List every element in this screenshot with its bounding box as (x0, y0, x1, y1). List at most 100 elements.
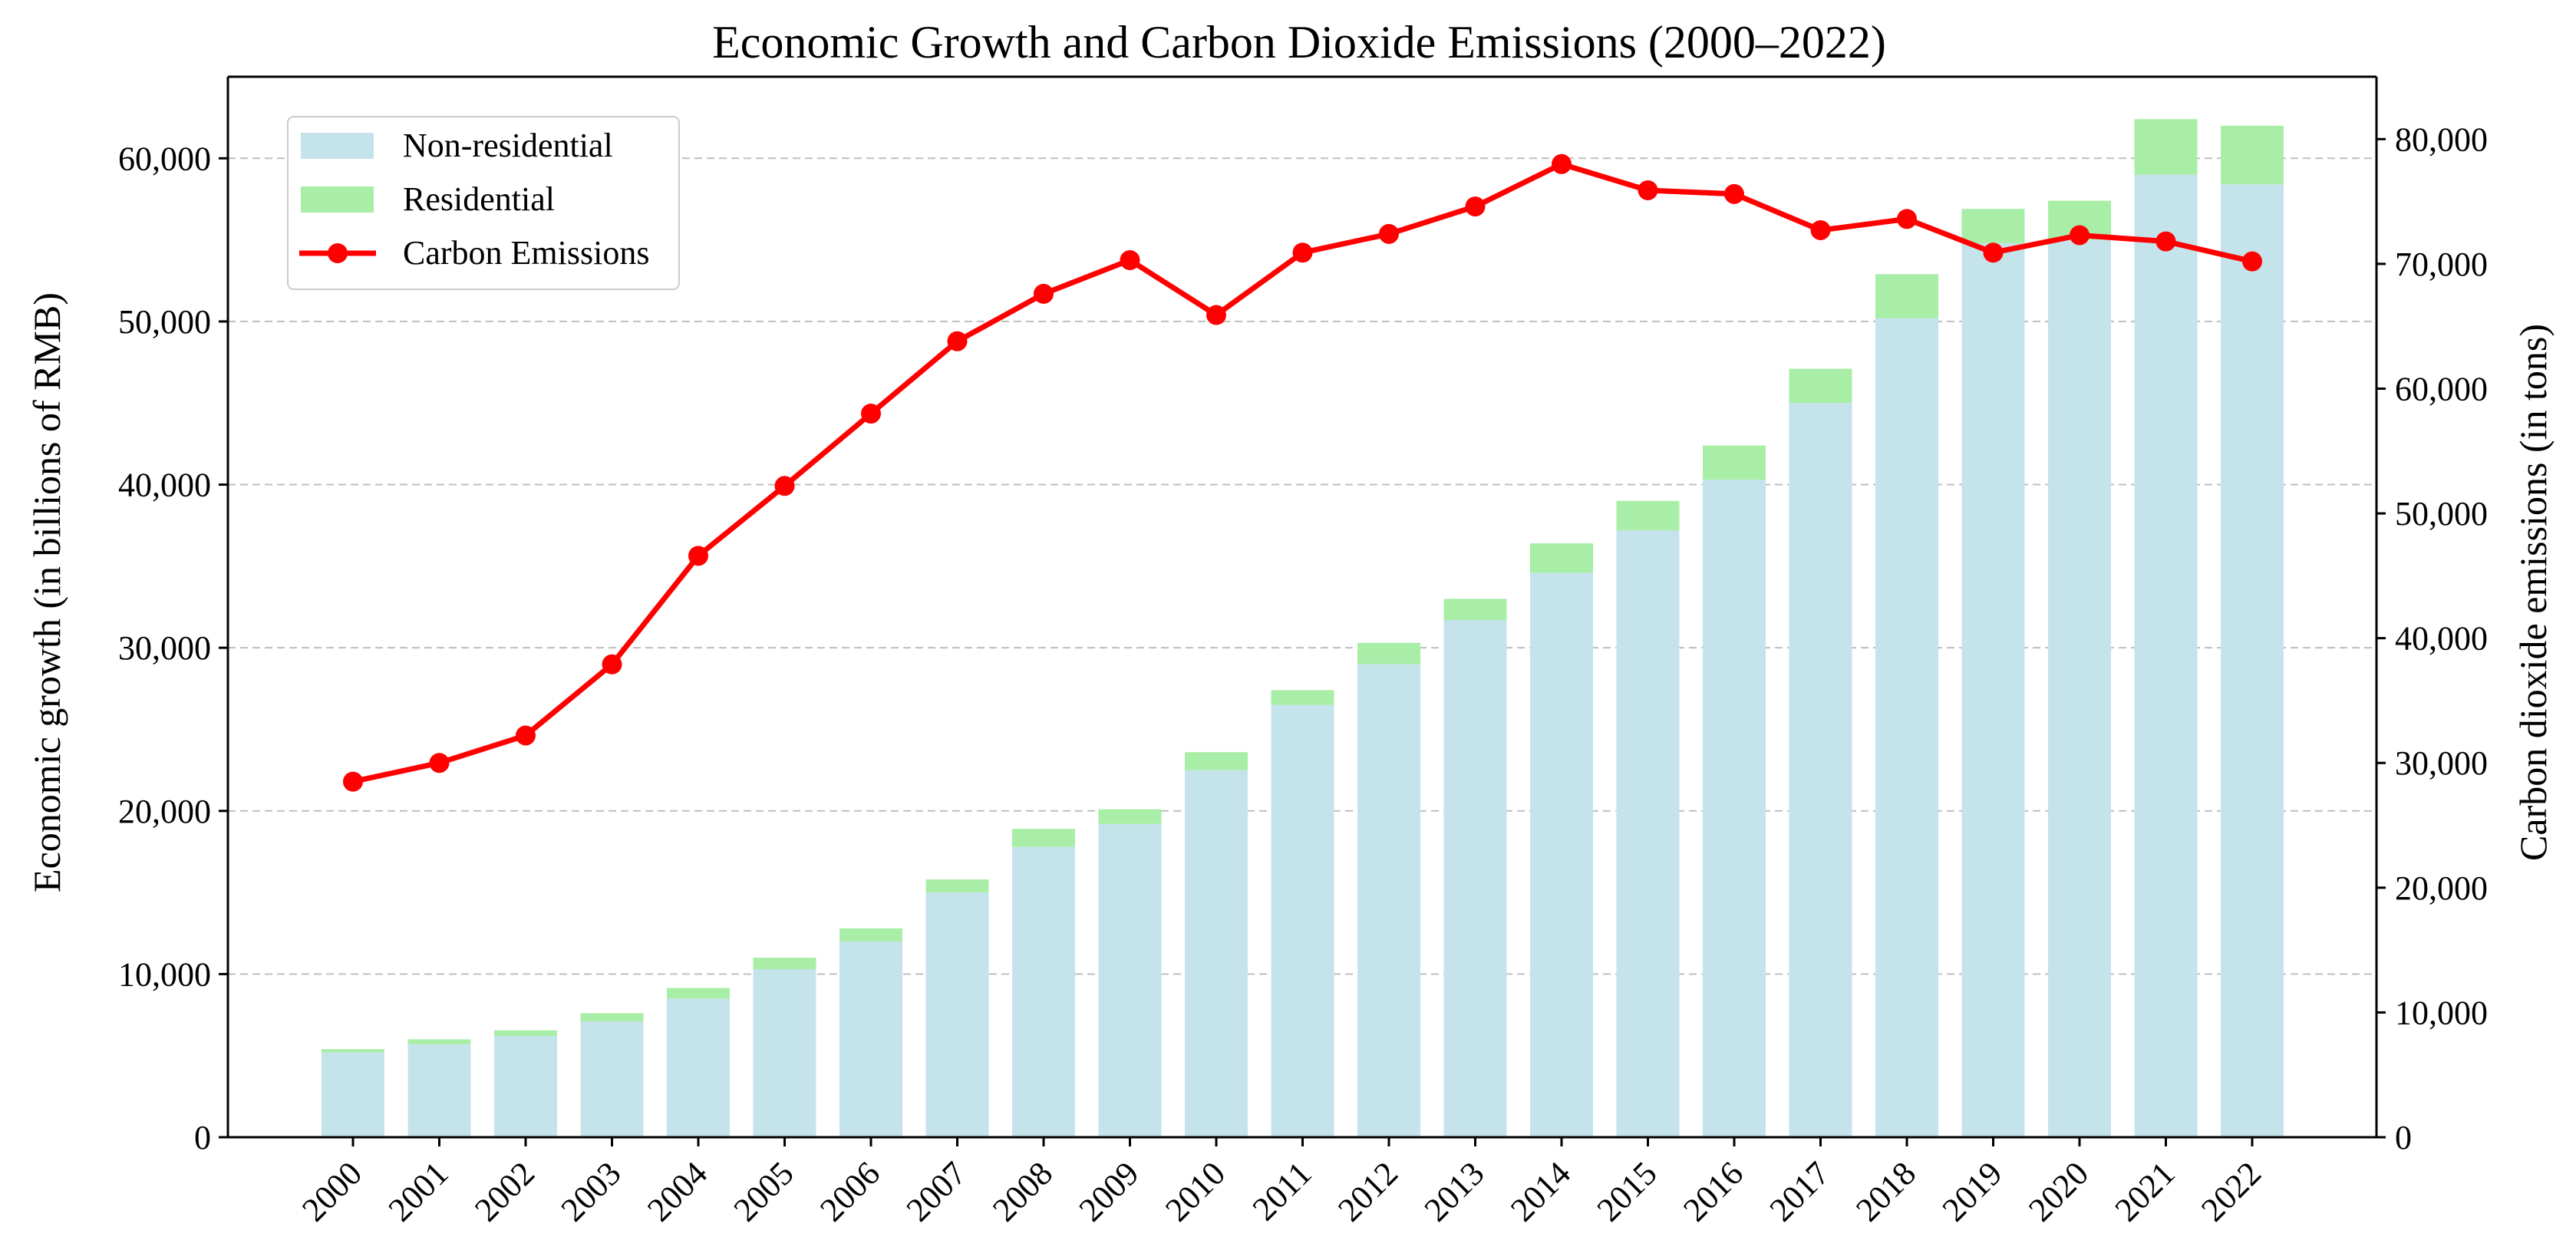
bar-residential (1530, 543, 1593, 573)
x-tick-label: 2007 (899, 1154, 974, 1229)
bar-residential (2134, 119, 2198, 175)
x-tick-label: 2021 (2108, 1154, 2182, 1229)
x-tick-label: 2014 (1503, 1154, 1578, 1229)
y-right-tick-label: 20,000 (2395, 869, 2488, 907)
y-axis-right-label: Carbon dioxide emissions (in tons) (2512, 324, 2555, 861)
x-tick-label: 2009 (1072, 1154, 1146, 1229)
carbon-emissions-point (1897, 209, 1917, 229)
x-tick-label: 2010 (1158, 1154, 1232, 1229)
bar-non-residential (1789, 403, 1852, 1137)
bar-residential (1185, 752, 1248, 770)
legend-swatch (301, 186, 374, 213)
carbon-emissions-point (1638, 180, 1658, 200)
legend-box (287, 116, 680, 290)
x-tick-label: 2018 (1849, 1154, 1923, 1229)
x-tick-label: 2000 (295, 1154, 369, 1229)
bar-non-residential (580, 1021, 644, 1137)
x-tick-label: 2020 (2021, 1154, 2096, 1229)
bar-residential (1789, 368, 1852, 404)
x-tick-label: 2002 (467, 1154, 542, 1229)
bar-non-residential (1098, 823, 1162, 1137)
x-tick-label: 2022 (2194, 1154, 2268, 1229)
carbon-emissions-point (947, 331, 968, 351)
x-tick-label: 2011 (1245, 1154, 1319, 1228)
left-axis-ticks: 0 10,000 20,000 30,000 40,000 50,000 60,000 (118, 140, 228, 1156)
carbon-emissions-point (343, 771, 363, 792)
carbon-emissions-point (516, 725, 536, 746)
carbon-emissions-point (688, 546, 708, 566)
carbon-emissions-point (2070, 225, 2089, 246)
x-tick-label: 2013 (1417, 1154, 1492, 1229)
axes (226, 75, 2378, 1139)
legend-label: Residential (403, 180, 555, 218)
y-right-tick-label: 10,000 (2395, 994, 2488, 1031)
bar-non-residential (925, 892, 989, 1137)
carbon-emissions-point (1724, 183, 1744, 204)
y-left-tick-label: 0 (194, 1119, 211, 1156)
bar-residential (494, 1030, 557, 1037)
bar-residential (1961, 209, 2025, 243)
y-left-tick-label: 20,000 (118, 793, 211, 830)
bar-residential (1616, 500, 1680, 531)
legend-swatch (301, 133, 374, 159)
carbon-emissions-point (1120, 250, 1140, 271)
y-right-tick-label: 70,000 (2395, 246, 2488, 283)
bar-residential (1703, 445, 1766, 480)
bar-non-residential (839, 941, 902, 1137)
x-tick-label: 2005 (727, 1154, 801, 1229)
carbon-emissions-point (429, 753, 450, 773)
bar-residential (407, 1039, 471, 1044)
carbon-emissions-point (861, 403, 881, 424)
carbon-emissions-point (1810, 219, 1831, 240)
bar-residential (1443, 599, 1507, 621)
x-tick-label: 2017 (1763, 1154, 1837, 1229)
bar-non-residential (1703, 480, 1766, 1137)
carbon-emissions-point (2155, 231, 2176, 252)
bar-non-residential (1012, 846, 1075, 1137)
bar-non-residential (494, 1036, 557, 1137)
carbon-emissions-point (1552, 153, 1572, 174)
bar-non-residential (1271, 704, 1334, 1137)
bar-residential (1357, 642, 1420, 665)
x-axis-ticks: 2000 2001 2002 2003 2004 2005 2006 2007 2008 2009… (295, 1137, 2268, 1229)
x-tick-label: 2003 (554, 1154, 628, 1229)
bar-residential (580, 1013, 644, 1022)
carbon-emissions-point (1983, 242, 2004, 263)
bar-residential (322, 1049, 384, 1053)
y-right-tick-label: 60,000 (2395, 370, 2488, 407)
carbon-emissions-point (1292, 242, 1313, 263)
y-right-tick-label: 40,000 (2395, 620, 2488, 658)
carbon-emissions-point (774, 476, 795, 496)
bar-residential (925, 879, 989, 893)
y-right-tick-label: 80,000 (2395, 120, 2488, 158)
legend-label: Carbon Emissions (403, 234, 649, 272)
bar-residential (1271, 690, 1334, 705)
bar-residential (667, 988, 730, 999)
x-tick-label: 2006 (813, 1154, 887, 1229)
bar-non-residential (1875, 318, 1938, 1137)
carbon-emissions-point (602, 654, 622, 675)
y-right-tick-label: 0 (2395, 1119, 2412, 1156)
x-tick-label: 2008 (985, 1154, 1060, 1229)
carbon-emissions-line-group (343, 153, 2262, 792)
bar-residential (1012, 829, 1075, 847)
y-left-tick-label: 60,000 (118, 140, 211, 177)
bar-residential (1875, 274, 1938, 318)
bar-non-residential (2221, 184, 2284, 1137)
x-tick-label: 2004 (640, 1154, 714, 1229)
y-axis-left-label: Economic growth (in billions of RMB) (25, 292, 68, 892)
legend-label: Non-residential (403, 127, 613, 164)
x-tick-label: 2019 (1935, 1154, 2010, 1229)
legend: Non-residential Residential Carbon Emissio… (287, 116, 680, 290)
bar-residential (1098, 809, 1162, 824)
carbon-emissions-point (1206, 305, 1226, 325)
bar-non-residential (1357, 664, 1420, 1137)
bar-residential (2221, 125, 2284, 185)
bars (322, 119, 2284, 1138)
x-tick-label: 2012 (1331, 1154, 1405, 1229)
y-right-tick-label: 30,000 (2395, 744, 2488, 782)
bar-non-residential (753, 969, 816, 1137)
y-left-tick-label: 10,000 (118, 955, 211, 993)
y-left-tick-label: 30,000 (118, 629, 211, 667)
bar-non-residential (1961, 242, 2025, 1138)
